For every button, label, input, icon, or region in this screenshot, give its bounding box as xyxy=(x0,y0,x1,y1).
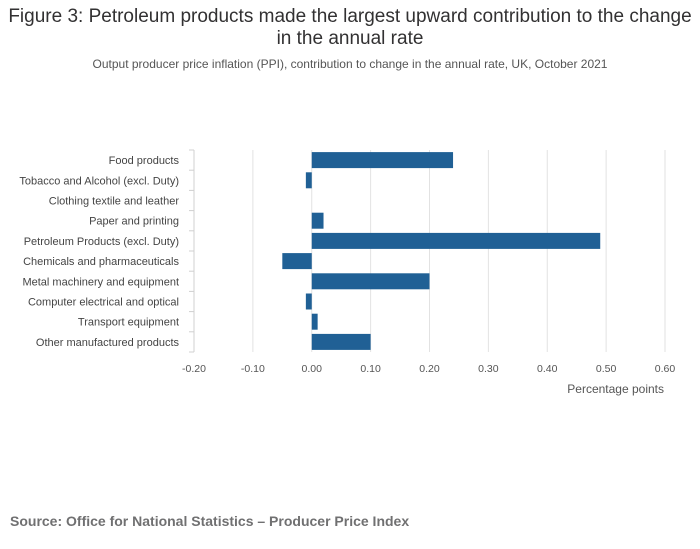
x-tick-label: 0.50 xyxy=(596,363,617,375)
source-note: Source: Office for National Statistics –… xyxy=(10,513,410,529)
bar xyxy=(311,273,430,290)
category-label: Chemicals and pharmaceuticals xyxy=(23,256,179,268)
x-tick-label: -0.20 xyxy=(182,363,206,375)
x-tick-label: 0.20 xyxy=(419,363,440,375)
x-tick-label: 0.30 xyxy=(478,363,499,375)
bar xyxy=(311,232,601,249)
x-axis-label: Percentage points xyxy=(567,382,664,396)
bar xyxy=(311,313,318,330)
category-label: Metal machinery and equipment xyxy=(22,276,179,288)
bar xyxy=(311,333,371,350)
category-label: Clothing textile and leather xyxy=(49,196,180,208)
category-label: Tobacco and Alcohol (excl. Duty) xyxy=(19,175,179,187)
bar xyxy=(305,172,312,189)
bars xyxy=(282,152,601,350)
bar xyxy=(311,212,324,229)
chart-subtitle: Output producer price inflation (PPI), c… xyxy=(92,57,608,71)
x-tick-label: 0.00 xyxy=(302,363,323,375)
bar xyxy=(305,293,312,310)
category-labels: Food products Tobacco and Alcohol (excl. … xyxy=(19,155,179,349)
x-tick-label: 0.10 xyxy=(360,363,381,375)
gridlines xyxy=(189,149,666,353)
category-label: Other manufactured products xyxy=(36,337,180,349)
category-label: Computer electrical and optical xyxy=(28,297,179,309)
x-tick-label: -0.10 xyxy=(241,363,265,375)
category-label: Paper and printing xyxy=(89,216,179,228)
x-tick-label: 0.60 xyxy=(655,363,676,375)
category-label: Transport equipment xyxy=(78,317,179,329)
category-label: Petroleum Products (excl. Duty) xyxy=(24,236,179,248)
chart-title: Figure 3: Petroleum products made the la… xyxy=(8,6,692,49)
bar xyxy=(282,253,312,270)
bar xyxy=(311,152,454,169)
x-tick-label: 0.40 xyxy=(537,363,558,375)
category-label: Food products xyxy=(109,155,180,167)
x-tick-labels: -0.20 -0.10 0.00 0.10 0.20 0.30 0.40 0.50 0.60 xyxy=(182,363,675,375)
